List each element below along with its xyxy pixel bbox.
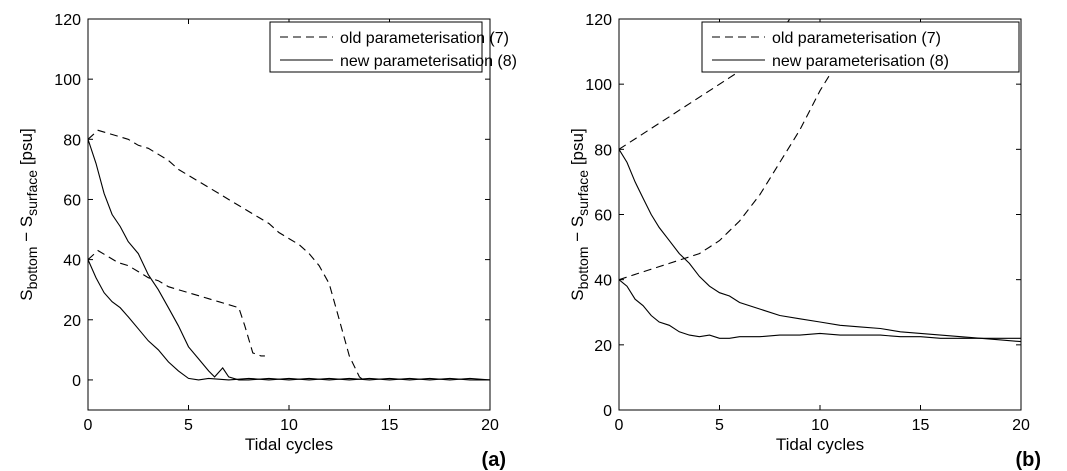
y-axis-label-dash: − S [17, 216, 36, 247]
legend: old parameterisation (7) new parameterisa… [701, 21, 1020, 73]
legend-label: old parameterisation (7) [340, 30, 509, 47]
series-line-old-1 [619, 19, 867, 281]
x-tick-label: 10 [280, 417, 298, 434]
y-axis-label-sub1: bottom [575, 247, 591, 290]
x-tick-label: 0 [84, 417, 93, 434]
y-axis-label: Sbottom − Ssurface [psu] [568, 128, 591, 300]
x-tick-label: 5 [715, 417, 724, 434]
series-line-new-2 [619, 149, 1021, 343]
y-axis-label-base: S [568, 289, 587, 300]
legend: old parameterisation (7) new parameterisa… [269, 21, 517, 73]
axes-frame [87, 18, 491, 411]
y-tick-label: 60 [63, 192, 81, 209]
series-line-old-1 [88, 249, 265, 357]
series-line-old-0 [88, 129, 364, 381]
panel-label: (b) [1015, 449, 1041, 471]
axes-frame [618, 18, 1022, 411]
y-tick-label: 0 [603, 403, 612, 420]
x-tick-label: 5 [184, 417, 193, 434]
y-tick-label: 100 [585, 77, 612, 94]
legend-box [701, 21, 1020, 73]
x-axis-label: Tidal cycles [776, 435, 864, 454]
x-tick-label: 0 [615, 417, 624, 434]
y-tick-label: 80 [594, 142, 612, 159]
x-tick-label: 15 [381, 417, 399, 434]
y-tick-label: 120 [54, 12, 81, 29]
y-tick-label: 20 [594, 338, 612, 355]
y-axis-label-unit: [psu] [17, 128, 36, 170]
x-tick-label: 20 [1012, 417, 1030, 434]
y-tick-label: 60 [594, 208, 612, 225]
y-tick-label: 20 [63, 313, 81, 330]
legend-label: new parameterisation (8) [772, 53, 949, 70]
y-axis-label-unit: [psu] [568, 128, 587, 170]
y-tick-label: 0 [72, 373, 81, 390]
panel-label: (a) [482, 449, 506, 471]
chart-panel-b: 0 5 10 15 20 0 20 40 60 80 100 120 Tidal cycles Sbott… [568, 12, 1041, 471]
legend-label: new parameterisation (8) [340, 53, 517, 70]
x-tick-label: 20 [481, 417, 499, 434]
y-axis-label-sub1: bottom [24, 247, 40, 290]
y-tick-label: 80 [63, 132, 81, 149]
y-axis-label-base: S [17, 289, 36, 300]
plot-area [88, 129, 490, 381]
y-axis-label: Sbottom − Ssurface [psu] [17, 128, 40, 300]
x-tick-label: 15 [912, 417, 930, 434]
series-line-new-2 [88, 139, 490, 381]
chart-panel-a: 0 5 10 15 20 0 20 40 60 80 100 120 Tidal cycles Sbott… [17, 12, 517, 471]
legend-label: old parameterisation (7) [772, 30, 941, 47]
y-axis-label-dash: − S [568, 216, 587, 247]
legend-box [269, 21, 483, 73]
y-tick-label: 40 [594, 273, 612, 290]
series-line-new-3 [619, 279, 1021, 339]
y-axis-label-sub2: surface [24, 170, 40, 216]
x-axis-label: Tidal cycles [245, 435, 333, 454]
y-tick-label: 120 [585, 12, 612, 29]
y-tick-label: 40 [63, 253, 81, 270]
y-axis-label-sub2: surface [575, 170, 591, 216]
x-tick-label: 10 [811, 417, 829, 434]
series-line-new-3 [88, 259, 490, 381]
y-tick-label: 100 [54, 72, 81, 89]
